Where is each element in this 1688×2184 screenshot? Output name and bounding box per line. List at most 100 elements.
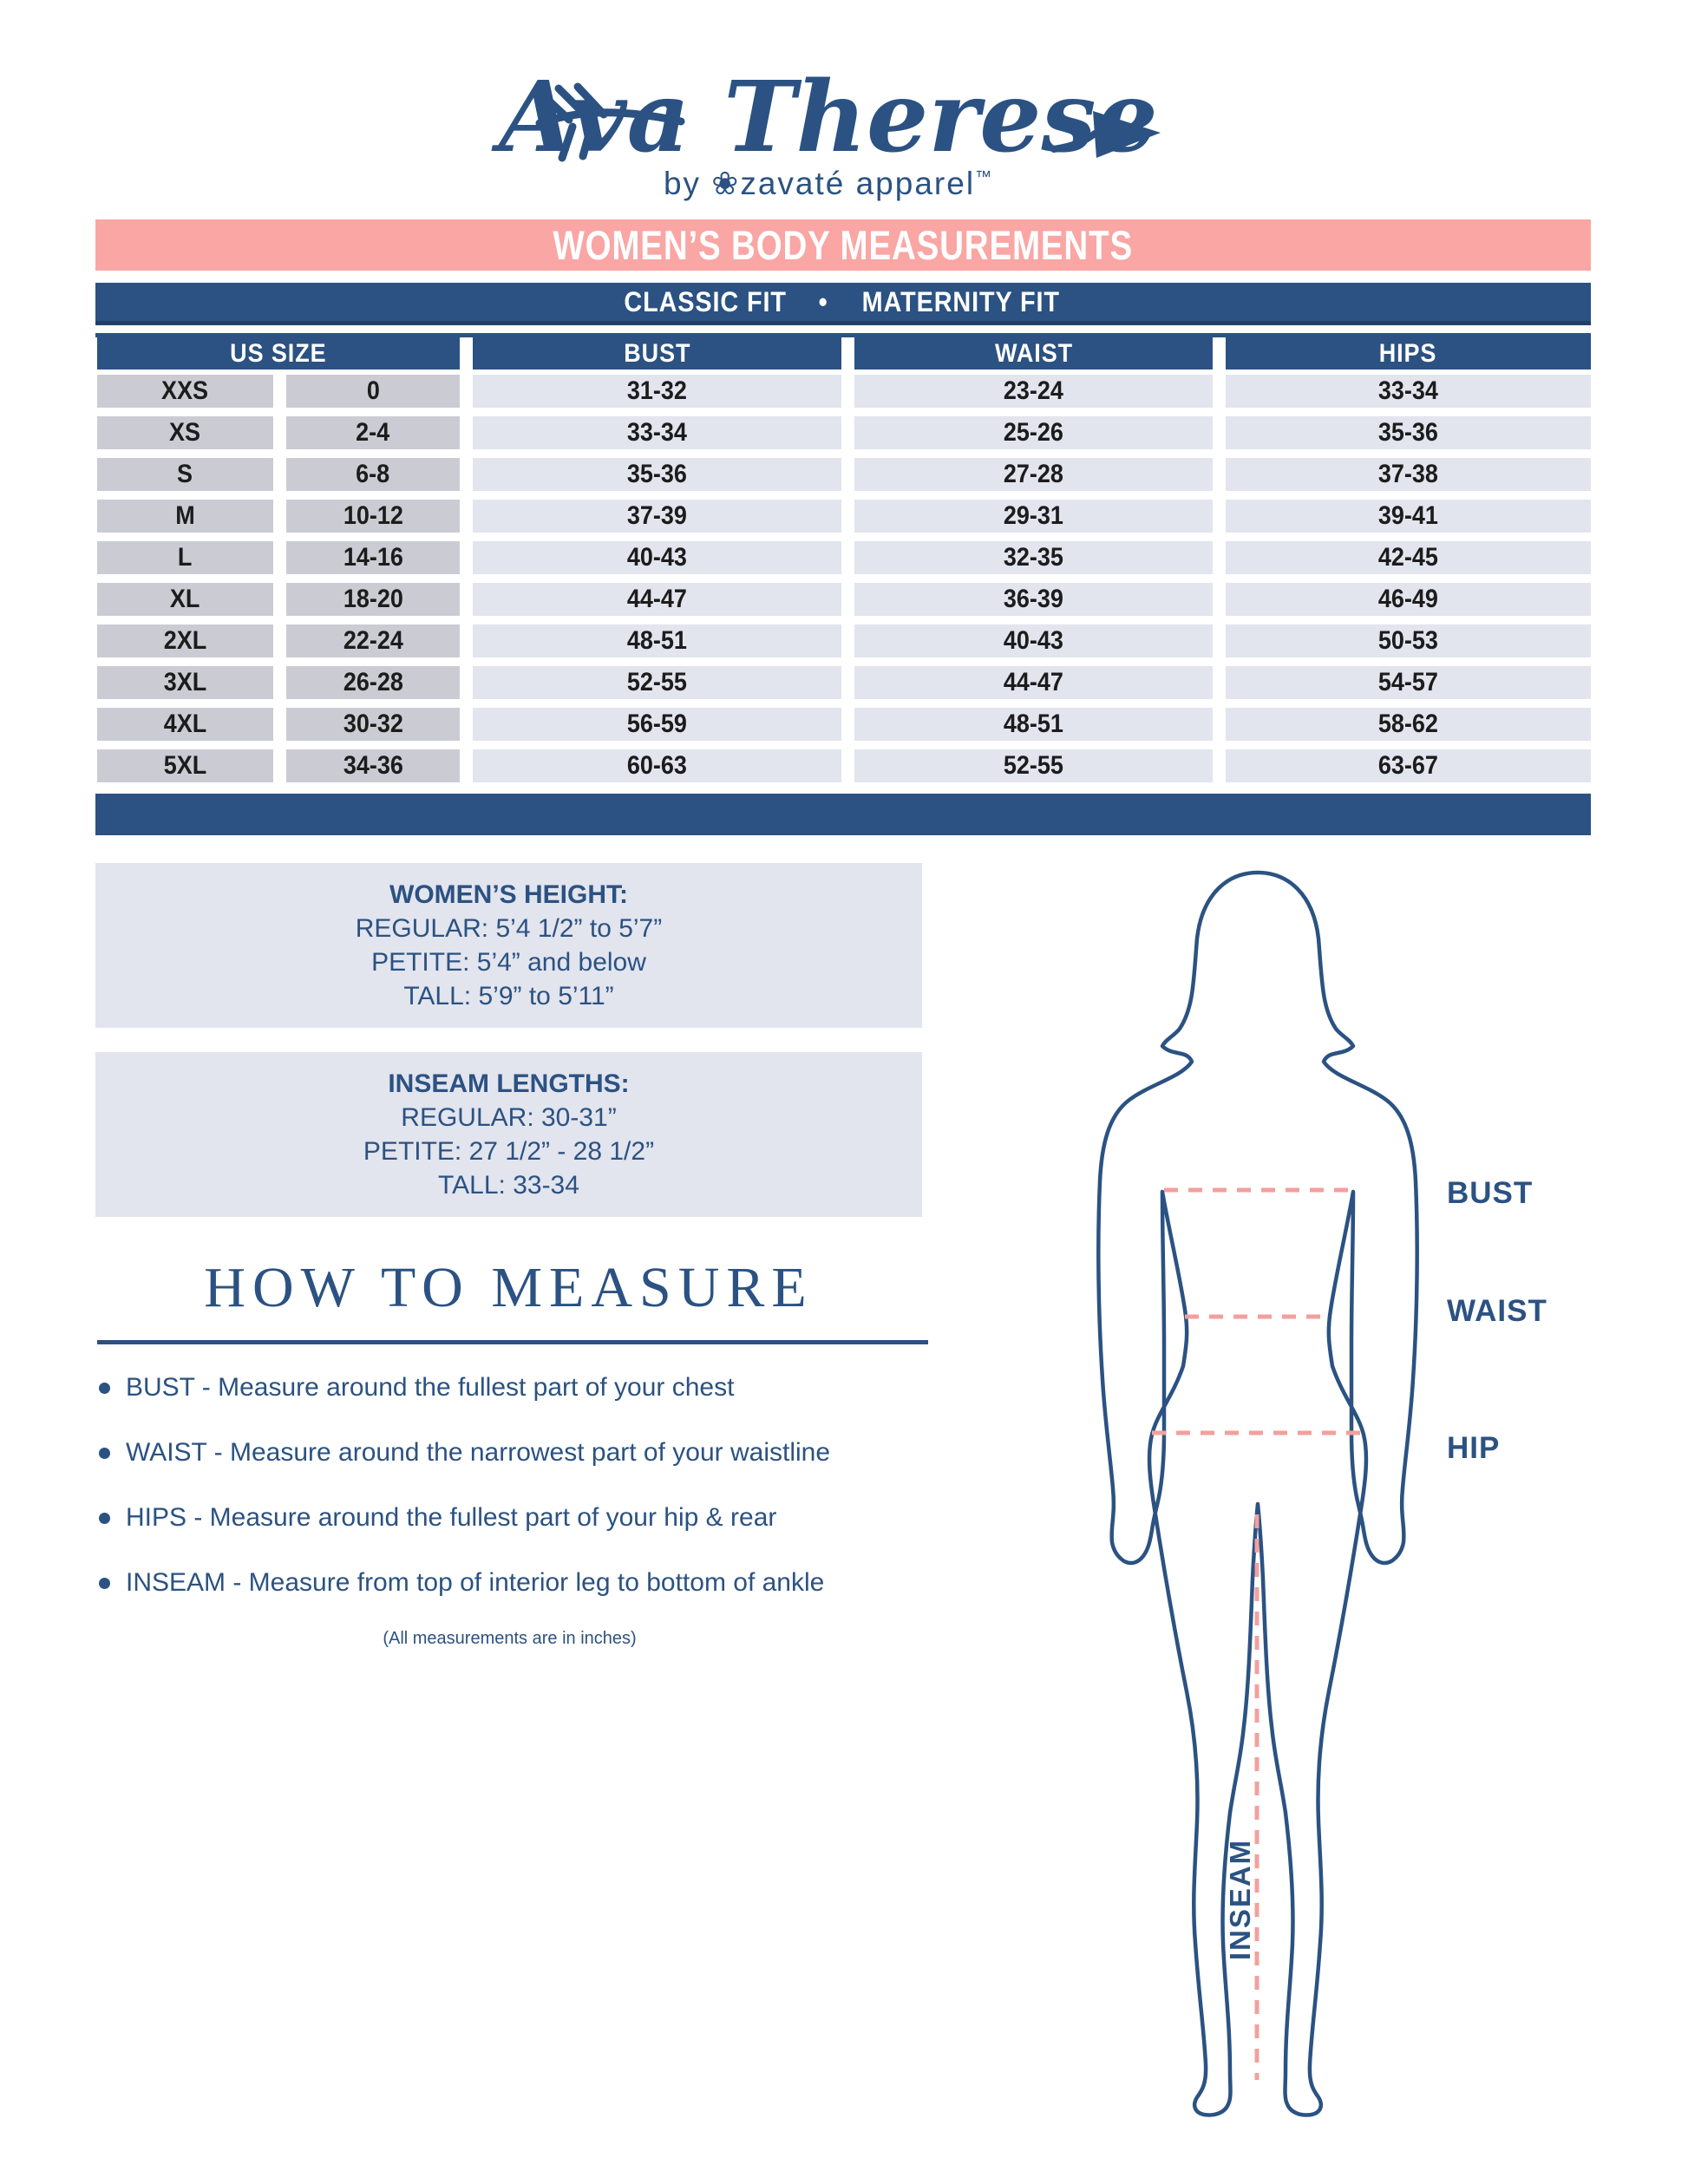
cell-waist: 25-26 — [854, 416, 1213, 449]
title-banner: WOMEN’S BODY MEASUREMENTS — [95, 219, 1591, 271]
cell-hips: 54-57 — [1226, 666, 1591, 699]
body-outline — [1096, 870, 1419, 2117]
fit-classic-label: CLASSIC FIT — [624, 285, 787, 317]
how-to-measure-title: HOW TO MEASURE — [204, 1256, 814, 1319]
flower-icon: ❀ — [711, 165, 740, 202]
table-row: XXS 0 31-32 23-24 33-34 — [97, 375, 1591, 408]
cell-size: 3XL — [97, 666, 273, 699]
cell-size: M — [97, 500, 273, 533]
page-title: WOMEN’S BODY MEASUREMENTS — [553, 222, 1134, 268]
cell-hips: 63-67 — [1226, 749, 1591, 782]
cell-bust: 31-32 — [473, 375, 841, 408]
height-box-title: WOMEN’S HEIGHT: — [389, 880, 628, 909]
trademark-symbol: ™ — [975, 168, 993, 186]
cell-waist: 52-55 — [854, 749, 1213, 782]
bullet-dot-icon — [99, 1448, 110, 1459]
cell-hips: 33-34 — [1226, 375, 1591, 408]
cell-size: 5XL — [97, 749, 273, 782]
fit-banner: CLASSIC FIT • MATERNITY FIT — [95, 283, 1591, 325]
cell-size: S — [97, 458, 273, 491]
cell-bust: 44-47 — [473, 583, 841, 616]
cell-waist: 27-28 — [854, 458, 1213, 491]
table-row: L 14-16 40-43 32-35 42-45 — [97, 541, 1591, 574]
cell-hips: 58-62 — [1226, 708, 1591, 741]
header-us-size: US SIZE — [97, 337, 460, 369]
cell-hips: 37-38 — [1226, 458, 1591, 491]
cell-us: 22-24 — [286, 624, 460, 657]
bullet-dot-icon — [99, 1383, 110, 1394]
height-info-box: WOMEN’S HEIGHT: REGULAR: 5’4 1/2” to 5’7… — [95, 863, 922, 1028]
table-row: M 10-12 37-39 29-31 39-41 — [97, 500, 1591, 533]
brand-logo: Ava Therese by ❀zavaté apparel™ — [491, 61, 1161, 202]
inseam-tall-line: TALL: 33-34 — [438, 1171, 579, 1200]
bullet-text: HIPS - Measure around the fullest part o… — [126, 1503, 777, 1532]
size-table: US SIZE BUST WAIST HIPS XXS 0 31-32 23-24 33… — [97, 337, 1591, 791]
table-top-rule — [95, 333, 1591, 337]
inseam-regular-line: REGULAR: 30-31” — [401, 1103, 617, 1132]
cell-hips: 50-53 — [1226, 624, 1591, 657]
table-row: 2XL 22-24 48-51 40-43 50-53 — [97, 624, 1591, 657]
header-hips: HIPS — [1226, 337, 1591, 369]
measure-bullet-list: BUST - Measure around the fullest part o… — [97, 1374, 947, 1634]
cell-size: XXS — [97, 375, 273, 408]
cell-us: 0 — [286, 375, 460, 408]
fit-maternity-label: MATERNITY FIT — [862, 285, 1061, 317]
inseam-info-box: INSEAM LENGTHS: REGULAR: 30-31” PETITE: … — [95, 1052, 922, 1217]
cell-waist: 48-51 — [854, 708, 1213, 741]
cell-us: 2-4 — [286, 416, 460, 449]
cell-bust: 37-39 — [473, 500, 841, 533]
cell-waist: 32-35 — [854, 541, 1213, 574]
bullet-text: INSEAM - Measure from top of interior le… — [126, 1568, 825, 1597]
cell-waist: 40-43 — [854, 624, 1213, 657]
bullet-dot-icon — [99, 1578, 110, 1589]
fit-separator-dot: • — [818, 285, 828, 317]
cell-waist: 36-39 — [854, 583, 1213, 616]
measurement-dash-lines — [1152, 1187, 1364, 2080]
figure-hip-label: HIP — [1447, 1431, 1501, 1465]
figure-bust-label: BUST — [1447, 1176, 1534, 1210]
table-row: 3XL 26-28 52-55 44-47 54-57 — [97, 666, 1591, 699]
cell-size: XL — [97, 583, 273, 616]
cell-us: 10-12 — [286, 500, 460, 533]
cell-hips: 46-49 — [1226, 583, 1591, 616]
cell-waist: 29-31 — [854, 500, 1213, 533]
height-tall-line: TALL: 5’9” to 5’11” — [403, 982, 614, 1010]
brand-name-text: Ava Therese — [491, 61, 1158, 174]
measure-bullet-item: WAIST - Measure around the narrowest par… — [97, 1439, 947, 1467]
cell-size: L — [97, 541, 273, 574]
how-to-measure-rule — [97, 1340, 928, 1344]
height-regular-line: REGULAR: 5’4 1/2” to 5’7” — [355, 914, 663, 943]
cell-bust: 56-59 — [473, 708, 841, 741]
table-row: 5XL 34-36 60-63 52-55 63-67 — [97, 749, 1591, 782]
measure-bullet-item: INSEAM - Measure from top of interior le… — [97, 1569, 947, 1597]
cell-us: 30-32 — [286, 708, 460, 741]
measurements-note: (All measurements are in inches) — [383, 1629, 637, 1648]
cell-hips: 42-45 — [1226, 541, 1591, 574]
table-header-row: US SIZE BUST WAIST HIPS — [97, 337, 1591, 369]
cell-us: 18-20 — [286, 583, 460, 616]
arrow-head-icon — [1050, 111, 1161, 158]
brand-byline: by ❀zavaté apparel™ — [664, 165, 993, 202]
cell-us: 6-8 — [286, 458, 460, 491]
header-waist: WAIST — [854, 337, 1213, 369]
cell-bust: 48-51 — [473, 624, 841, 657]
cell-size: 4XL — [97, 708, 273, 741]
cell-hips: 39-41 — [1226, 500, 1591, 533]
table-row: XL 18-20 44-47 36-39 46-49 — [97, 583, 1591, 616]
inseam-petite-line: PETITE: 27 1/2” - 28 1/2” — [363, 1137, 655, 1166]
bullet-text: WAIST - Measure around the narrowest par… — [126, 1438, 831, 1467]
inseam-box-title: INSEAM LENGTHS: — [388, 1069, 630, 1098]
size-table-rows: XXS 0 31-32 23-24 33-34 XS 2-4 33-34 25-26 35-36 S… — [97, 375, 1591, 782]
body-figure-diagram — [1096, 870, 1419, 2117]
cell-bust: 40-43 — [473, 541, 841, 574]
cell-bust: 35-36 — [473, 458, 841, 491]
cell-waist: 44-47 — [854, 666, 1213, 699]
table-row: XS 2-4 33-34 25-26 35-36 — [97, 416, 1591, 449]
table-bottom-bar — [95, 794, 1591, 835]
cell-size: 2XL — [97, 624, 273, 657]
cell-bust: 60-63 — [473, 749, 841, 782]
bullet-dot-icon — [99, 1513, 110, 1524]
cell-waist: 23-24 — [854, 375, 1213, 408]
arrow-fletching-icon — [535, 82, 685, 162]
